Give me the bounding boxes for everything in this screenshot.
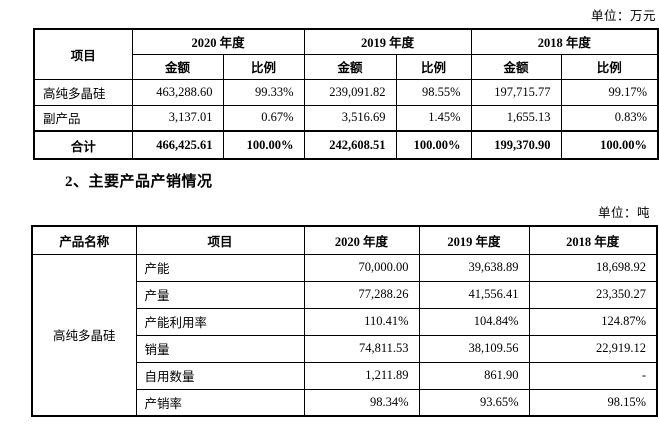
- value-2020-cell: 110.41%: [303, 307, 420, 336]
- table-header-row: 产品名称 项目 2020 年度 2019 年度 2018 年度: [31, 225, 658, 255]
- ratio-2019-cell: 1.45%: [395, 104, 472, 132]
- row-item-cell: 销量: [135, 334, 305, 363]
- amount-2019-cell: 3,516.69: [303, 104, 397, 132]
- total-ratio-2020-cell: 100.00%: [222, 130, 305, 160]
- table-subheader-row: 金额 比例 金额 比例 金额 比例: [34, 53, 659, 80]
- value-2018-cell: 22,919.12: [528, 334, 658, 363]
- value-2018-cell: 124.87%: [528, 307, 658, 336]
- total-ratio-2019-cell: 100.00%: [395, 130, 472, 160]
- value-2018-cell: -: [528, 361, 658, 390]
- value-2020-cell: 70,000.00: [303, 253, 420, 282]
- total-ratio-2018-cell: 100.00%: [560, 130, 659, 160]
- value-2019-cell: 104.84%: [418, 307, 530, 336]
- total-amount-2019-cell: 242,608.51: [303, 130, 397, 160]
- row-item-cell: 自用数量: [135, 361, 305, 390]
- total-amount-2020-cell: 466,425.61: [131, 130, 224, 160]
- table-row: 高纯多晶硅 产能 70,000.00 39,638.89 18,698.92: [31, 253, 658, 417]
- value-2019-cell: 38,109.56: [418, 334, 530, 363]
- ratio-2018-cell: 0.83%: [560, 104, 659, 132]
- table-header-row: 项目 2020 年度 2019 年度 2018 年度: [33, 28, 659, 80]
- amount-2020-cell: 3,137.01: [131, 104, 224, 132]
- header-ratio-2018: 比例: [560, 53, 659, 80]
- production-sales-table: 产品名称 项目 2020 年度 2019 年度 2018 年度 高纯多晶硅 产能…: [31, 225, 658, 417]
- header-amount-2019: 金额: [303, 53, 397, 80]
- table-row: 产能利用率 110.41% 104.84% 124.87%: [32, 307, 658, 336]
- header-year-2018: 2018 年度: [470, 28, 659, 55]
- revenue-composition-table: 项目 2020 年度 2019 年度 2018 年度 金额 比例 金额 比例 金…: [33, 28, 659, 160]
- value-2020-cell: 1,211.89: [303, 361, 420, 390]
- header-year-2020: 2020 年度: [303, 225, 420, 255]
- ratio-2020-cell: 0.67%: [222, 104, 305, 132]
- header-item: 项目: [135, 225, 305, 255]
- value-2019-cell: 861.90: [418, 361, 530, 390]
- header-year-2019: 2019 年度: [418, 225, 530, 255]
- header-year-2019: 2019 年度: [303, 28, 472, 55]
- value-2018-cell: 98.15%: [528, 388, 658, 417]
- value-2018-cell: 18,698.92: [528, 253, 658, 282]
- value-2020-cell: 98.34%: [303, 388, 420, 417]
- header-amount-2020: 金额: [131, 53, 224, 80]
- header-ratio-2020: 比例: [222, 53, 305, 80]
- amount-2020-cell: 463,288.60: [131, 78, 224, 106]
- row-item-cell: 产销率: [135, 388, 305, 417]
- product-name-cell: 高纯多晶硅: [31, 253, 137, 417]
- table-row: 高纯多晶硅 463,288.60 99.33% 239,091.82 98.55…: [33, 78, 659, 106]
- table-total-row: 合计 466,425.61 100.00% 242,608.51 100.00%…: [33, 130, 659, 160]
- table-row: 自用数量 1,211.89 861.90 -: [32, 361, 658, 390]
- value-2019-cell: 93.65%: [418, 388, 530, 417]
- value-2020-cell: 74,811.53: [303, 334, 420, 363]
- ratio-2019-cell: 98.55%: [395, 78, 472, 106]
- value-2020-cell: 77,288.26: [303, 280, 420, 309]
- value-2018-cell: 23,350.27: [528, 280, 658, 309]
- unit-label-wanyuan: 单位：万元: [590, 9, 656, 23]
- header-year-2020: 2020 年度: [131, 28, 305, 55]
- table-row: 产量 77,288.26 41,556.41 23,350.27: [32, 280, 658, 309]
- value-2019-cell: 41,556.41: [418, 280, 530, 309]
- table-row: 副产品 3,137.01 0.67% 3,516.69 1.45% 1,655.…: [33, 104, 659, 132]
- table-row: 销量 74,811.53 38,109.56 22,919.12: [32, 334, 658, 363]
- ratio-2020-cell: 99.33%: [222, 78, 305, 106]
- header-year-2018: 2018 年度: [528, 225, 658, 255]
- row-item-cell: 副产品: [33, 104, 133, 132]
- table-row: 产销率 98.34% 93.65% 98.15%: [32, 388, 658, 417]
- header-ratio-2019: 比例: [395, 53, 472, 80]
- row-item-cell: 产能: [135, 253, 305, 282]
- total-label-cell: 合计: [33, 130, 133, 160]
- amount-2018-cell: 197,715.77: [470, 78, 562, 106]
- amount-2019-cell: 239,091.82: [303, 78, 397, 106]
- section-heading: 2、主要产品产销情况: [65, 174, 213, 190]
- row-item-cell: 高纯多晶硅: [33, 78, 133, 106]
- ratio-2018-cell: 99.17%: [560, 78, 659, 106]
- header-amount-2018: 金额: [470, 53, 562, 80]
- unit-label-ton: 单位：吨: [597, 206, 650, 220]
- row-item-cell: 产能利用率: [135, 307, 305, 336]
- header-item: 项目: [33, 28, 133, 80]
- amount-2018-cell: 1,655.13: [470, 104, 562, 132]
- header-product-name: 产品名称: [31, 225, 137, 255]
- value-2019-cell: 39,638.89: [418, 253, 530, 282]
- row-item-cell: 产量: [135, 280, 305, 309]
- total-amount-2018-cell: 199,370.90: [470, 130, 562, 160]
